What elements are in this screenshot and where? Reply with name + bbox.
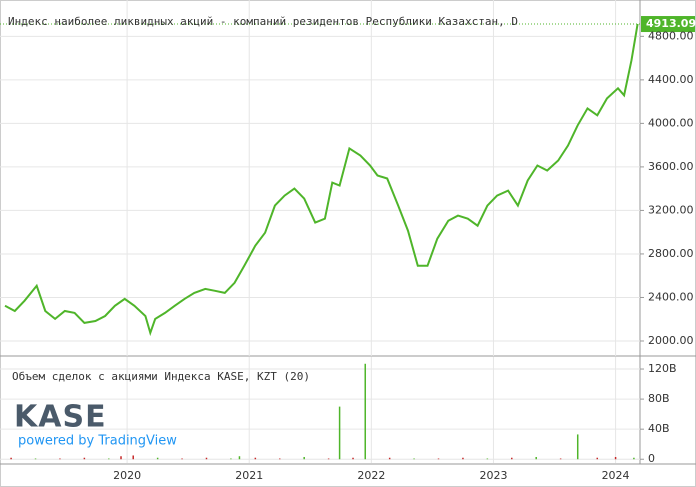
- volume-bar: [338, 406, 341, 460]
- volume-bar: [120, 456, 122, 460]
- chart-title: Индекс наиболее ликвидных акций - компан…: [8, 15, 518, 28]
- volume-bar: [352, 457, 354, 460]
- volume-title: Объем сделок с акциями Индекса KASE, KZT…: [12, 370, 310, 383]
- x-tick-label: 2020: [113, 469, 141, 482]
- volume-bar: [10, 457, 12, 460]
- last-price-label: 4913.09: [646, 17, 696, 30]
- volume-bar: [462, 457, 464, 460]
- logo: KASE: [14, 400, 107, 435]
- volume-bar: [181, 458, 183, 460]
- volume-bar: [614, 456, 617, 460]
- y-tick-label: 120B: [648, 362, 677, 375]
- y-tick-label: 4000.00: [648, 116, 694, 129]
- y-tick-label: 2800.00: [648, 247, 694, 260]
- volume-bar: [108, 458, 110, 460]
- volume-bar: [279, 458, 281, 460]
- y-tick-label: 2400.00: [648, 290, 694, 303]
- volume-bar: [596, 457, 599, 460]
- volume-bar: [559, 458, 562, 460]
- volume-bar: [388, 457, 391, 460]
- y-tick-label: 80B: [648, 392, 670, 405]
- y-tick-label: 3200.00: [648, 203, 694, 216]
- volume-bar: [535, 456, 537, 460]
- volume-bar: [327, 458, 330, 460]
- volume-bar: [413, 458, 415, 460]
- x-tick-label: 2024: [602, 469, 630, 482]
- x-tick-label: 2021: [235, 469, 263, 482]
- volume-bar: [254, 457, 257, 460]
- volume-bar: [364, 363, 366, 460]
- volume-bar: [486, 458, 489, 460]
- y-tick-label: 4800.00: [648, 29, 694, 42]
- x-tick-label: 2023: [479, 469, 507, 482]
- volume-bar: [238, 456, 241, 460]
- volume-bar: [59, 458, 61, 460]
- volume-bar: [303, 456, 305, 460]
- volume-bar: [205, 457, 208, 460]
- price-line: [4, 23, 639, 337]
- volume-bar: [83, 457, 86, 460]
- powered-by: powered by TradingView: [18, 434, 177, 449]
- volume-bar: [132, 455, 134, 460]
- volume-bar: [437, 458, 440, 460]
- volume-bar: [576, 434, 579, 460]
- y-tick-label: 2000.00: [648, 334, 694, 347]
- volume-bar: [633, 457, 635, 460]
- volume-bar: [230, 458, 232, 460]
- last-price-badge: [641, 16, 695, 33]
- y-tick-label: 3600.00: [648, 160, 694, 173]
- y-tick-label: 4400.00: [648, 73, 694, 86]
- volume-bar: [34, 458, 37, 460]
- volume-bar: [511, 457, 513, 460]
- y-tick-label: 40B: [648, 422, 670, 435]
- y-tick-label: 0: [648, 452, 655, 465]
- x-tick-label: 2022: [357, 469, 385, 482]
- volume-bar: [156, 457, 159, 460]
